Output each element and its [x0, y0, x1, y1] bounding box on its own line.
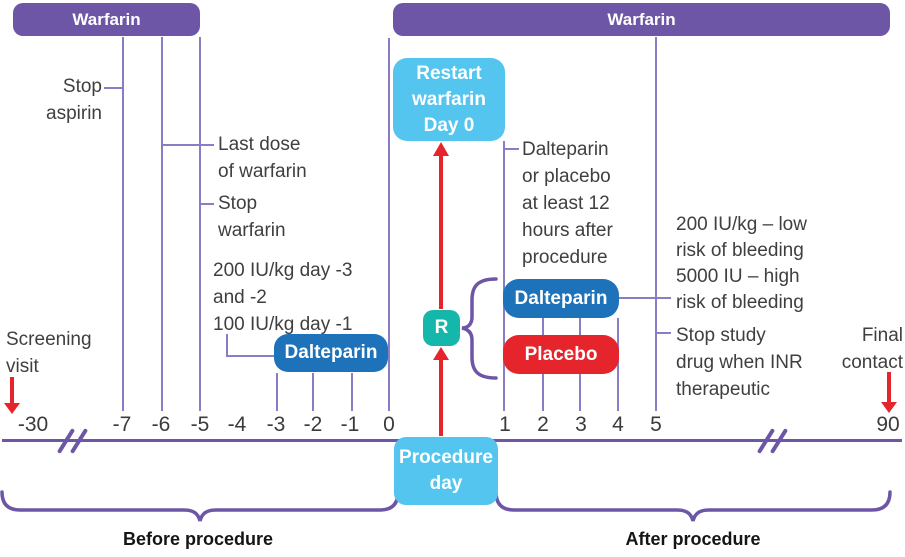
tick-label-2: 2 [537, 413, 549, 436]
day-line-minus7 [122, 37, 124, 411]
tick-label-minus3: -3 [266, 413, 286, 436]
tick-label-5: 5 [650, 413, 662, 436]
tick-label-1: 1 [499, 413, 511, 436]
randomization-brace-icon [461, 277, 498, 380]
day-line-minus2 [312, 373, 314, 411]
note-stop-warfarin: Stop warfarin [218, 193, 286, 241]
restart-warfarin-box: Restart warfarin Day 0 [393, 58, 505, 141]
connector-stop-aspirin [104, 87, 123, 89]
randomization-box: R [423, 310, 460, 346]
connector-bleeding-note [618, 297, 671, 299]
dalteparin-post-box: Dalteparin [503, 279, 619, 318]
tick-label-minus2: -2 [303, 413, 323, 436]
screening-arrow-down-icon [4, 377, 20, 414]
tick-label-minus1: -1 [340, 413, 360, 436]
note-last-dose: Last dose of warfarin [218, 134, 307, 182]
connector-dalteparin-or-placebo [504, 148, 519, 150]
day-line-4 [617, 318, 619, 411]
restart-arrow-up-icon [433, 142, 449, 309]
before-procedure-label: Before procedure [122, 529, 274, 549]
tick-label-minus30: -30 [17, 413, 49, 436]
connector-stop-warfarin [200, 203, 214, 205]
connector-stop-study [656, 332, 671, 334]
note-stop-aspirin: Stop aspirin [46, 76, 102, 124]
day-line-minus1 [351, 373, 353, 411]
day-line-minus5 [199, 37, 201, 411]
tick-label-90: 90 [876, 413, 900, 436]
tick-label-4: 4 [612, 413, 624, 436]
dalteparin-pre-box: Dalteparin [274, 334, 388, 372]
tick-label-minus6: -6 [151, 413, 171, 436]
after-procedure-label: After procedure [625, 529, 761, 549]
final-arrow-down-icon [881, 372, 897, 413]
before-procedure-brace-icon [0, 490, 400, 522]
note-dalteparin-dose: 200 IU/kg day -3 and -2 100 IU/kg day -1 [213, 260, 353, 335]
warfarin-bar-after: Warfarin [393, 3, 890, 36]
day-line-0 [388, 38, 390, 411]
day-line-5 [655, 37, 657, 411]
tick-label-minus7: -7 [112, 413, 132, 436]
placebo-box: Placebo [503, 335, 619, 374]
note-final-contact: Final contact [841, 325, 903, 373]
warfarin-bar-before: Warfarin [13, 3, 200, 36]
day-line-1 [503, 141, 505, 411]
connector-last-dose [162, 144, 214, 146]
procedure-arrow-up-icon [433, 347, 449, 436]
tick-label-minus5: -5 [190, 413, 210, 436]
tick-label-3: 3 [575, 413, 587, 436]
note-dalteparin-or-placebo: Dalteparin or placebo at least 12 hours … [522, 139, 613, 268]
tick-label-0: 0 [383, 413, 395, 436]
day-line-minus6 [161, 37, 163, 411]
connector-dose-note-horizontal [226, 355, 276, 357]
procedure-day-box: Procedure day [394, 437, 498, 505]
after-procedure-brace-icon [494, 490, 892, 522]
note-screening-visit: Screening visit [6, 329, 92, 377]
note-bleeding-risk-doses: 200 IU/kg – low risk of bleeding 5000 IU… [676, 214, 807, 313]
note-stop-study-drug: Stop study drug when INR therapeutic [676, 325, 803, 400]
tick-label-minus4: -4 [227, 413, 247, 436]
day-line-minus3 [276, 373, 278, 411]
connector-dose-note-vertical [226, 334, 228, 357]
